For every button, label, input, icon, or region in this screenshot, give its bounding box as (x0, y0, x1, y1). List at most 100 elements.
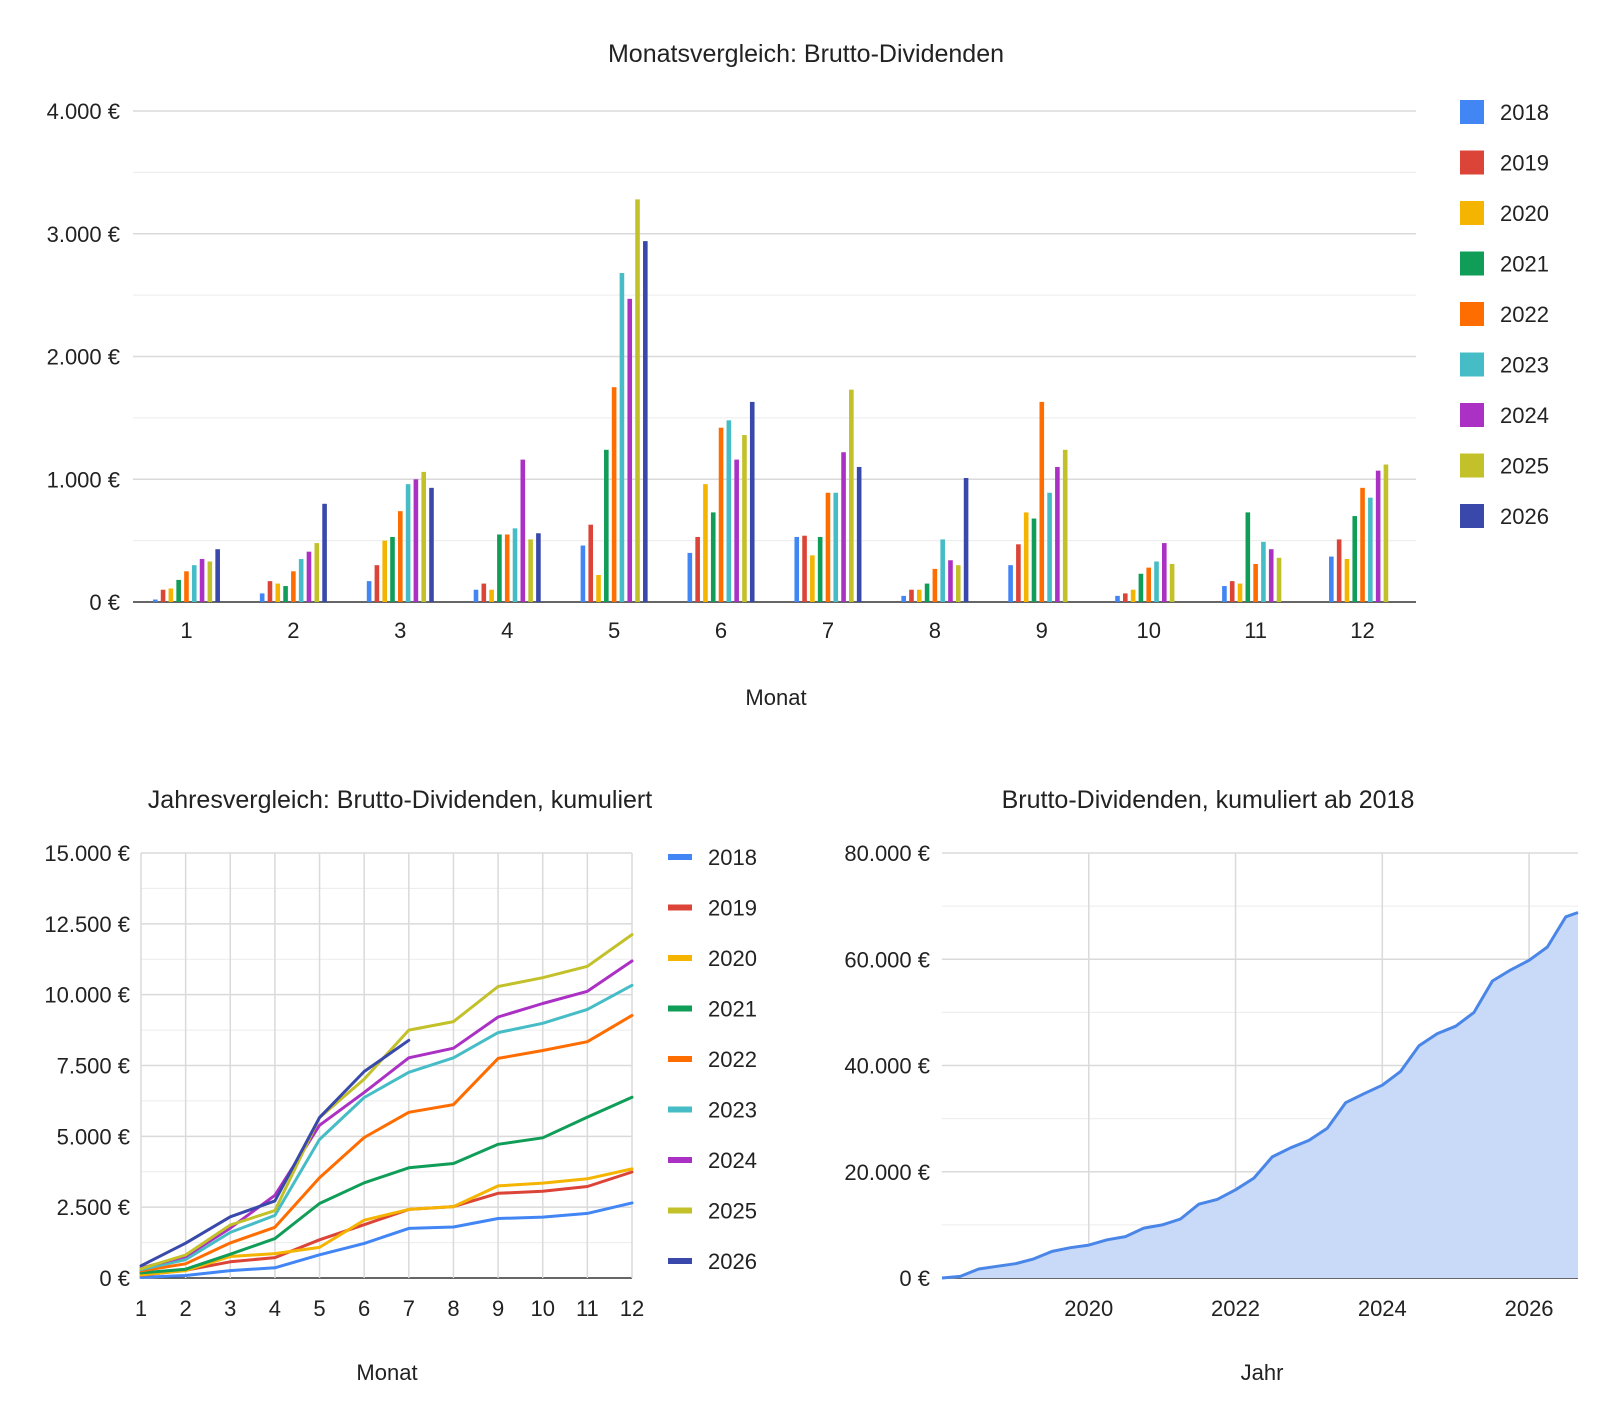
bar-2022-month-5 (611, 387, 617, 602)
legend-label-2021: 2021 (1500, 252, 1549, 277)
bar-2020-month-9 (1023, 512, 1029, 602)
bar-2024-month-10 (1162, 543, 1167, 602)
area-chart-title: Brutto-Dividenden, kumuliert ab 2018 (1002, 786, 1415, 814)
legend-swatch-2021 (1460, 251, 1484, 276)
line-series-2018 (139, 1201, 634, 1279)
bar-chart-y-tick-label: 1.000 € (47, 467, 120, 492)
bar-2022-month-6 (718, 427, 724, 602)
bar-2023-month-3 (405, 484, 411, 602)
line-chart-y-tick-label: 7.500 € (57, 1054, 130, 1079)
bar-2018-month-7 (794, 536, 800, 602)
bar-chart-title: Monatsvergleich: Brutto-Dividenden (608, 40, 1004, 68)
legend-label-2020: 2020 (1500, 201, 1549, 226)
legend-label-2020: 2020 (708, 946, 757, 971)
bar-chart-y-tick-label: 2.000 € (47, 345, 120, 370)
bar-2025-month-3 (421, 471, 426, 602)
bar-chart-x-tick-label: 2 (287, 618, 299, 643)
legend-label-2025: 2025 (1500, 454, 1549, 479)
bar-2018-month-2 (259, 593, 265, 602)
area-chart-x-tick-label: 2022 (1211, 1296, 1260, 1321)
line-series-2026 (139, 1038, 411, 1268)
bar-2026-month-7 (856, 466, 862, 602)
bar-2024-month-2 (306, 551, 312, 602)
line-chart-y-tick-label: 2.500 € (57, 1195, 130, 1220)
line-series-2021 (139, 1095, 634, 1275)
legend-label-2023: 2023 (708, 1098, 757, 1123)
line-chart-x-tick-label: 8 (447, 1296, 459, 1321)
bar-2023-month-6 (726, 420, 732, 602)
bar-2020-month-11 (1237, 583, 1243, 602)
bar-chart-x-tick-label: 3 (394, 618, 406, 643)
bar-2024-month-5 (627, 298, 633, 602)
legend-swatch-2025 (1460, 453, 1484, 478)
bar-chart-bars (152, 199, 1389, 603)
bar-2026-month-2 (322, 503, 327, 602)
bar-2018-month-8 (901, 595, 906, 602)
bar-2018-month-10 (1115, 595, 1120, 602)
bar-chart-x-axis: 1 2 3 4 5 6 7 8 9 10 11 12 (180, 618, 1374, 643)
bar-2020-month-7 (810, 555, 815, 602)
area-fill (942, 912, 1578, 1278)
bar-chart-y-tick-label: 0 € (89, 590, 120, 615)
bar-2023-month-5 (619, 273, 625, 602)
line-chart-y-tick-label: 12.500 € (44, 912, 130, 937)
bar-2022-month-8 (932, 568, 938, 602)
bar-2022-month-4 (504, 534, 510, 602)
bar-2024-month-7 (841, 452, 846, 602)
area-chart-x-tick-label: 2024 (1358, 1296, 1407, 1321)
bar-2019-month-6 (695, 536, 700, 602)
bar-2026-month-5 (643, 241, 648, 603)
area-chart-y-axis: 0 € 20.000 € 40.000 € 60.000 € 80.000 € (844, 841, 930, 1291)
bar-2025-month-4 (528, 539, 533, 602)
bar-chart-x-tick-label: 4 (501, 618, 513, 643)
bar-2023-month-10 (1154, 561, 1159, 602)
legend-swatch-2019 (1460, 150, 1484, 175)
bar-chart-x-tick-label: 10 (1136, 618, 1160, 643)
bar-2025-month-10 (1169, 563, 1175, 602)
bar-2021-month-1 (176, 579, 181, 602)
area-chart-x-axis: 2020 2022 2024 2026 (1064, 1296, 1553, 1321)
legend-label-2022: 2022 (1500, 302, 1549, 327)
bar-2020-month-5 (596, 574, 601, 602)
bar-2023-month-2 (298, 559, 304, 602)
bar-2026-month-6 (749, 401, 755, 602)
bar-2018-month-12 (1329, 556, 1334, 602)
legend-label-2025: 2025 (708, 1199, 757, 1224)
bar-2019-month-3 (374, 565, 380, 602)
bar-2018-month-5 (580, 545, 586, 602)
bar-2019-month-5 (588, 524, 594, 602)
line-chart-y-tick-label: 5.000 € (57, 1124, 130, 1149)
bar-2021-month-3 (390, 536, 395, 602)
line-chart-x-tick-label: 10 (530, 1296, 554, 1321)
bar-2023-month-12 (1368, 497, 1373, 602)
bar-2018-month-3 (366, 581, 372, 602)
bar-2026-month-3 (429, 487, 434, 602)
area-chart-series (941, 911, 1579, 1280)
legend-label-2022: 2022 (708, 1047, 757, 1072)
legend-swatch-2023 (1460, 352, 1484, 377)
bar-chart-y-axis: 0 € 1.000 € 2.000 € 3.000 € 4.000 € (47, 99, 120, 615)
bar-2026-month-1 (215, 549, 220, 602)
bar-2025-month-5 (635, 199, 640, 602)
bar-2022-month-7 (825, 492, 831, 602)
bar-2019-month-11 (1229, 581, 1235, 602)
bar-2019-month-2 (267, 581, 273, 602)
bar-2022-month-2 (291, 571, 296, 602)
legend-label-2026: 2026 (1500, 504, 1549, 529)
bar-2021-month-4 (497, 534, 502, 602)
legend-swatch-2018 (1460, 100, 1484, 124)
bar-2019-month-7 (802, 535, 807, 602)
bar-2023-month-11 (1261, 541, 1266, 602)
bar-2020-month-12 (1344, 559, 1350, 602)
line-series-2024 (139, 959, 634, 1270)
bar-chart-x-tick-label: 8 (929, 618, 941, 643)
bar-2022-month-11 (1253, 563, 1258, 602)
bar-2024-month-9 (1055, 466, 1060, 602)
bar-2020-month-3 (382, 540, 387, 602)
bar-2020-month-1 (168, 588, 174, 602)
bar-2020-month-8 (916, 589, 922, 602)
bar-2021-month-8 (924, 583, 930, 602)
bar-2019-month-1 (160, 589, 166, 602)
bar-2021-month-11 (1245, 512, 1251, 602)
